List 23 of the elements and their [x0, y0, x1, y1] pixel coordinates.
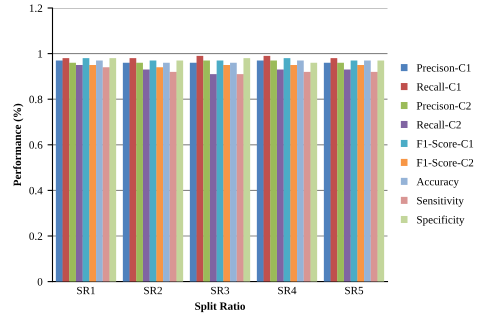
- y-tick-label: 0.8: [29, 96, 42, 104]
- legend-label: Accuracy: [416, 178, 459, 188]
- x-tick-label: SR2: [144, 286, 162, 294]
- x-tick-label: SR1: [77, 286, 95, 294]
- y-tick-label: 0: [38, 278, 42, 286]
- y-axis-title: Performance (%): [13, 104, 24, 186]
- x-axis-title: Split Ratio: [195, 302, 246, 312]
- y-tick-label: 1.2: [30, 4, 42, 12]
- y-tick-label: 1: [38, 50, 42, 58]
- x-tick-label: SR4: [278, 286, 296, 294]
- y-tick-label: 0.2: [29, 232, 42, 240]
- legend-label: Precison-C2: [416, 102, 471, 110]
- legend-label: F1-Score-C2: [416, 158, 474, 166]
- legend-label: Recall-C2: [416, 120, 461, 129]
- legend-label: Specificity: [417, 216, 464, 226]
- x-tick-label: SR3: [211, 286, 230, 294]
- legend-label: Recall-C1: [416, 82, 461, 91]
- legend-label: Precison-C1: [416, 64, 471, 72]
- y-tick-label: 0.4: [29, 186, 43, 194]
- x-tick-label: SR5: [345, 286, 364, 294]
- legend-label: F1-Score-C1: [416, 140, 474, 148]
- legend-label: Sensitivity: [417, 196, 464, 207]
- y-tick-label: 0.6: [29, 141, 42, 149]
